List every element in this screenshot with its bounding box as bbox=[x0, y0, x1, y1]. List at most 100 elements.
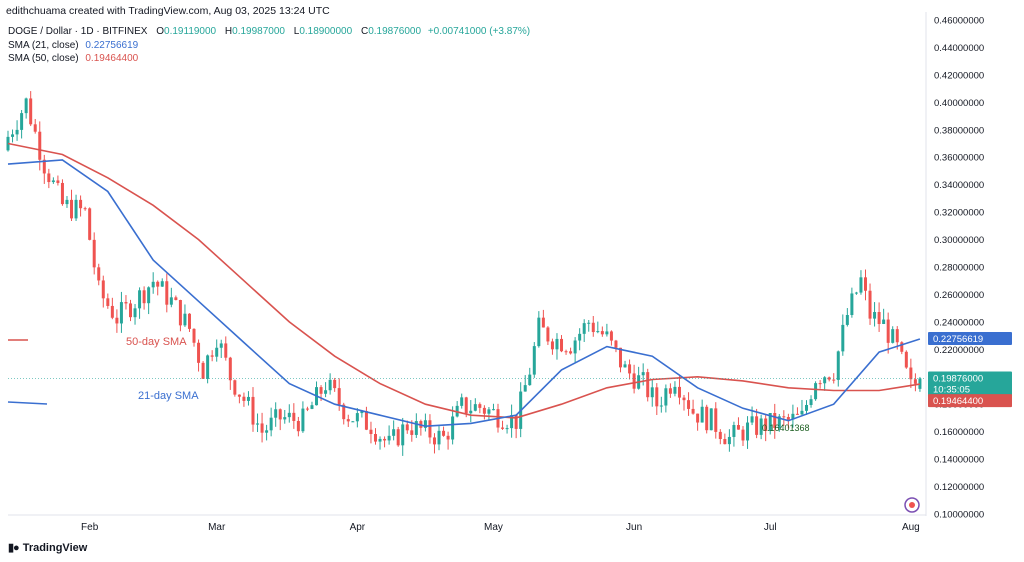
candle-body bbox=[714, 408, 718, 432]
candle-body bbox=[487, 409, 491, 414]
candle-body bbox=[641, 372, 645, 376]
candle-body bbox=[841, 324, 845, 352]
candle-body bbox=[342, 404, 346, 420]
candle-body bbox=[836, 351, 840, 380]
candle-body bbox=[482, 407, 486, 414]
candle-body bbox=[215, 347, 219, 357]
candle-body bbox=[564, 351, 568, 353]
high-value: 0.19987000 bbox=[232, 26, 285, 37]
candle-body bbox=[587, 322, 591, 324]
candle-body bbox=[29, 98, 33, 125]
candle-body bbox=[700, 406, 704, 423]
y-tick-label: 0.40000000 bbox=[934, 98, 984, 109]
candle-body bbox=[691, 408, 695, 414]
candle-body bbox=[355, 413, 359, 422]
candle-body bbox=[777, 416, 781, 429]
candle-body bbox=[219, 343, 223, 348]
candle-body bbox=[414, 421, 418, 435]
candle-body bbox=[782, 416, 786, 418]
candle-body bbox=[786, 417, 790, 420]
candle-body bbox=[473, 404, 477, 411]
candle-body bbox=[92, 239, 96, 268]
candle-body bbox=[464, 397, 468, 414]
candle-body bbox=[192, 328, 196, 343]
y-tick-label: 0.24000000 bbox=[934, 317, 984, 328]
high-label: H bbox=[224, 26, 233, 37]
sma50-legend: SMA (50, close) 0.19464400 bbox=[8, 53, 138, 64]
symbol-legend: DOGE / Dollar · 1D · BITFINEX O0.1911900… bbox=[8, 26, 530, 37]
candle-body bbox=[124, 302, 128, 304]
candle-body bbox=[687, 400, 691, 409]
open-value: 0.19119000 bbox=[164, 26, 217, 37]
candle-body bbox=[156, 281, 160, 287]
candle-body bbox=[664, 388, 668, 406]
candle-body bbox=[768, 413, 772, 431]
candle-body bbox=[378, 438, 382, 442]
candle-body bbox=[723, 439, 727, 445]
candle-body bbox=[138, 290, 142, 309]
y-tick-label: 0.30000000 bbox=[934, 235, 984, 246]
candle-body bbox=[628, 364, 632, 374]
candle-body bbox=[677, 386, 681, 398]
tradingview-brand: TradingView bbox=[22, 541, 88, 554]
candle-body bbox=[210, 355, 214, 357]
candle-body bbox=[364, 411, 368, 430]
candle-body bbox=[423, 420, 427, 428]
candle-body bbox=[56, 180, 60, 183]
candle-body bbox=[183, 313, 187, 326]
candle-body bbox=[319, 387, 323, 394]
candle-body bbox=[437, 430, 441, 445]
candle-body bbox=[832, 379, 836, 381]
candle-body bbox=[550, 341, 554, 350]
candle-body bbox=[174, 297, 178, 301]
candle-body bbox=[428, 420, 432, 438]
candle-body bbox=[618, 347, 622, 368]
candle-body bbox=[623, 364, 627, 368]
candle-body bbox=[655, 387, 659, 407]
candle-body bbox=[11, 134, 15, 137]
candle-body bbox=[886, 319, 890, 343]
candle-body bbox=[460, 397, 464, 406]
candle-body bbox=[142, 290, 146, 304]
candle-body bbox=[854, 292, 858, 294]
y-tick-label: 0.14000000 bbox=[934, 455, 984, 466]
sma50-price-tag-bg bbox=[928, 394, 1012, 408]
candle-body bbox=[709, 408, 713, 431]
candle-body bbox=[555, 338, 559, 350]
sma50-legend-label: SMA (50, close) bbox=[8, 53, 79, 64]
candle-body bbox=[582, 323, 586, 334]
y-tick-label: 0.42000000 bbox=[934, 70, 984, 81]
y-tick-label: 0.12000000 bbox=[934, 482, 984, 493]
sma50-line bbox=[7, 142, 921, 419]
candle-body bbox=[360, 411, 364, 414]
candle-body bbox=[605, 331, 609, 335]
x-tick-label: Mar bbox=[208, 522, 226, 533]
candle-body bbox=[913, 379, 917, 384]
candle-body bbox=[827, 377, 831, 380]
candle-body bbox=[287, 412, 291, 418]
y-tick-label: 0.22000000 bbox=[934, 345, 984, 356]
candle-body bbox=[718, 431, 722, 440]
candle-body bbox=[918, 378, 922, 389]
candle-body bbox=[614, 340, 618, 348]
event-icon bbox=[904, 497, 920, 513]
candle-body bbox=[514, 415, 518, 429]
x-tick-label: Aug bbox=[902, 522, 920, 533]
candle-body bbox=[736, 425, 740, 430]
candle-body bbox=[269, 417, 273, 431]
candle-body bbox=[764, 418, 768, 431]
candle-body bbox=[727, 436, 731, 445]
candle-body bbox=[197, 342, 201, 363]
candle-body bbox=[178, 300, 182, 326]
candle-body bbox=[101, 280, 105, 299]
candle-body bbox=[791, 413, 795, 420]
low-label: L bbox=[293, 26, 300, 37]
candle-body bbox=[850, 293, 854, 315]
candle-body bbox=[88, 208, 92, 240]
candle-body bbox=[632, 373, 636, 389]
candle-body bbox=[251, 396, 255, 425]
candle-body bbox=[369, 429, 373, 435]
candle-body bbox=[296, 420, 300, 432]
tradingview-footer: ▮● TradingView bbox=[8, 541, 88, 555]
